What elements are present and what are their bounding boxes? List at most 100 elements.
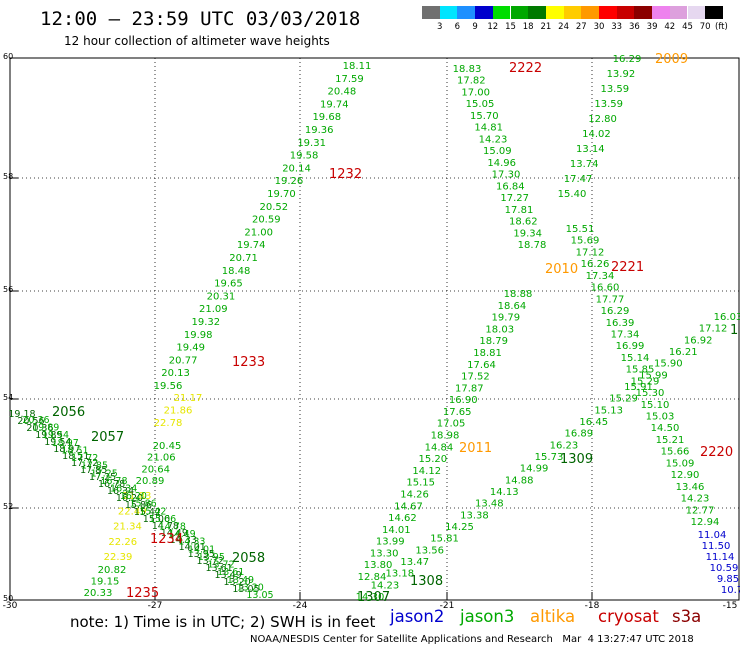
colorbar-label: 42 — [664, 22, 676, 32]
wave-height-value: 20.64 — [141, 464, 170, 475]
satellite-legend-jason3: jason3 — [460, 607, 515, 626]
colorbar-swatch — [457, 6, 476, 19]
wave-height-value: 18.81 — [473, 348, 502, 359]
wave-height-value: 16.20 — [120, 491, 147, 502]
wave-height-value: 18.51 — [62, 451, 89, 462]
wave-height-value: 18.51 — [61, 445, 88, 456]
satellite-legend-cryosat: cryosat — [598, 607, 659, 626]
wave-height-value: 19.15 — [91, 577, 120, 588]
wave-height-value: 18.79 — [479, 336, 508, 347]
wave-height-value: 19.70 — [267, 189, 296, 200]
colorbar-label: 39 — [646, 22, 658, 32]
wave-height-value: 16.29 — [613, 54, 642, 65]
lat-label: 54 — [3, 393, 14, 402]
wave-height-value: 15.99 — [639, 370, 668, 381]
wave-height-value: 17.72 — [71, 458, 98, 469]
footer-note: note: 1) Time is in UTC; 2) SWH is in fe… — [70, 613, 376, 631]
wave-height-value: 18.62 — [509, 217, 538, 228]
lon-label: -15 — [722, 601, 738, 611]
wave-height-value: 13.49 — [214, 570, 241, 581]
colorbar-label: 70 — [699, 22, 711, 32]
wave-height-value: 15.85 — [626, 365, 655, 376]
wave-height-value: 13.05 — [246, 590, 273, 601]
lon-label: -21 — [439, 601, 455, 611]
wave-height-value: 17.72 — [71, 453, 98, 464]
wave-height-value: 17.12 — [576, 247, 605, 258]
wave-height-value: 17.34 — [586, 271, 615, 282]
wave-height-value: 15.86 — [130, 499, 157, 510]
wave-height-value: 14.62 — [388, 513, 417, 524]
wave-height-value: 14.01 — [179, 542, 206, 553]
wave-height-value: 14.26 — [400, 489, 429, 500]
wave-height-value: 18.64 — [498, 301, 527, 312]
wave-height-value: 15.42 — [139, 506, 166, 517]
wave-height-value: 14.78 — [159, 522, 186, 533]
wave-height-value: 14.33 — [170, 535, 197, 546]
wave-height-value: 16.90 — [449, 395, 478, 406]
wave-height-value: 9.85 — [717, 574, 739, 585]
pass-id-label: 2057 — [91, 430, 124, 445]
wave-height-value: 14.02 — [582, 129, 611, 140]
map-frame — [9, 57, 740, 601]
wave-height-value: 20.77 — [169, 355, 198, 366]
wave-height-value: 19.56 — [154, 381, 183, 392]
wave-height-value: 21.00 — [244, 227, 273, 238]
wave-height-value: 15.42 — [134, 507, 161, 518]
wave-height-value: 15.29 — [609, 394, 638, 405]
wave-height-value: 16.20 — [116, 493, 143, 504]
wave-height-value: 15.21 — [656, 435, 685, 446]
pass-id-label: 1 — [730, 323, 738, 338]
wave-height-value: 20.36 — [22, 415, 49, 426]
wave-height-value: 18.88 — [504, 289, 533, 300]
wave-height-value: 13.05 — [232, 584, 259, 595]
wave-height-value: 17.59 — [335, 74, 364, 85]
page-subtitle: 12 hour collection of altimeter wave hei… — [64, 34, 330, 48]
wave-height-value: 13.72 — [197, 556, 224, 567]
wave-height-value: 17.00 — [461, 87, 490, 98]
wave-height-value: 21.17 — [174, 393, 203, 404]
wave-height-value: 13.56 — [415, 545, 444, 556]
wave-height-value: 16.99 — [616, 341, 645, 352]
lon-label: -30 — [2, 601, 18, 611]
wave-height-value: 13.47 — [400, 557, 429, 568]
wave-height-value: 12.80 — [588, 114, 617, 125]
wave-height-value: 14.23 — [479, 134, 508, 145]
wave-height-value: 14.25 — [445, 522, 474, 533]
footer-credit: NOAA/NESDIS Center for Satellite Applica… — [250, 634, 694, 645]
wave-height-value: 16.29 — [601, 306, 630, 317]
wave-height-value: 14.30 — [356, 592, 385, 603]
wave-height-value: 16.03 — [714, 312, 740, 323]
lat-label: 52 — [3, 502, 14, 511]
wave-height-value: 15.13 — [594, 405, 623, 416]
wave-height-value: 13.72 — [207, 560, 234, 571]
lon-label: -18 — [584, 601, 600, 611]
colorbar-label: 27 — [575, 22, 587, 32]
colorbar-swatch — [528, 6, 546, 19]
wave-height-value: 19.65 — [214, 279, 243, 290]
wave-height-value: 18.83 — [453, 64, 482, 75]
wave-height-value: 19.79 — [492, 313, 521, 324]
wave-height-value: 13.61 — [217, 567, 244, 578]
wave-height-value: 20.45 — [153, 441, 182, 452]
wave-height-value: 13.74 — [570, 159, 599, 170]
wave-height-value: 16.84 — [496, 181, 525, 192]
wave-height-value: 13.18 — [386, 569, 415, 580]
wave-height-value: 14.23 — [681, 494, 710, 505]
wave-height-value: 14.49 — [168, 529, 195, 540]
wave-height-value: 20.31 — [207, 291, 236, 302]
wave-height-value: 20.14 — [282, 163, 311, 174]
wave-height-value: 14.81 — [474, 123, 503, 134]
wave-height-value: 13.95 — [198, 552, 225, 563]
wave-height-value: 20.59 — [252, 215, 281, 226]
wave-height-value: 15.86 — [125, 500, 152, 511]
wave-height-value: 20.71 — [229, 253, 258, 264]
wave-height-value: 16.39 — [606, 318, 635, 329]
wave-height-value: 14.12 — [412, 466, 441, 477]
page-title: 12:00 — 23:59 UTC 03/03/2018 — [40, 8, 361, 30]
wave-height-value: 14.23 — [371, 580, 400, 591]
colorbar-swatch — [634, 6, 653, 19]
pass-id-label: 2010 — [545, 262, 578, 277]
wave-height-value: 13.48 — [475, 499, 504, 510]
wave-height-value: 16.60 — [591, 283, 620, 294]
